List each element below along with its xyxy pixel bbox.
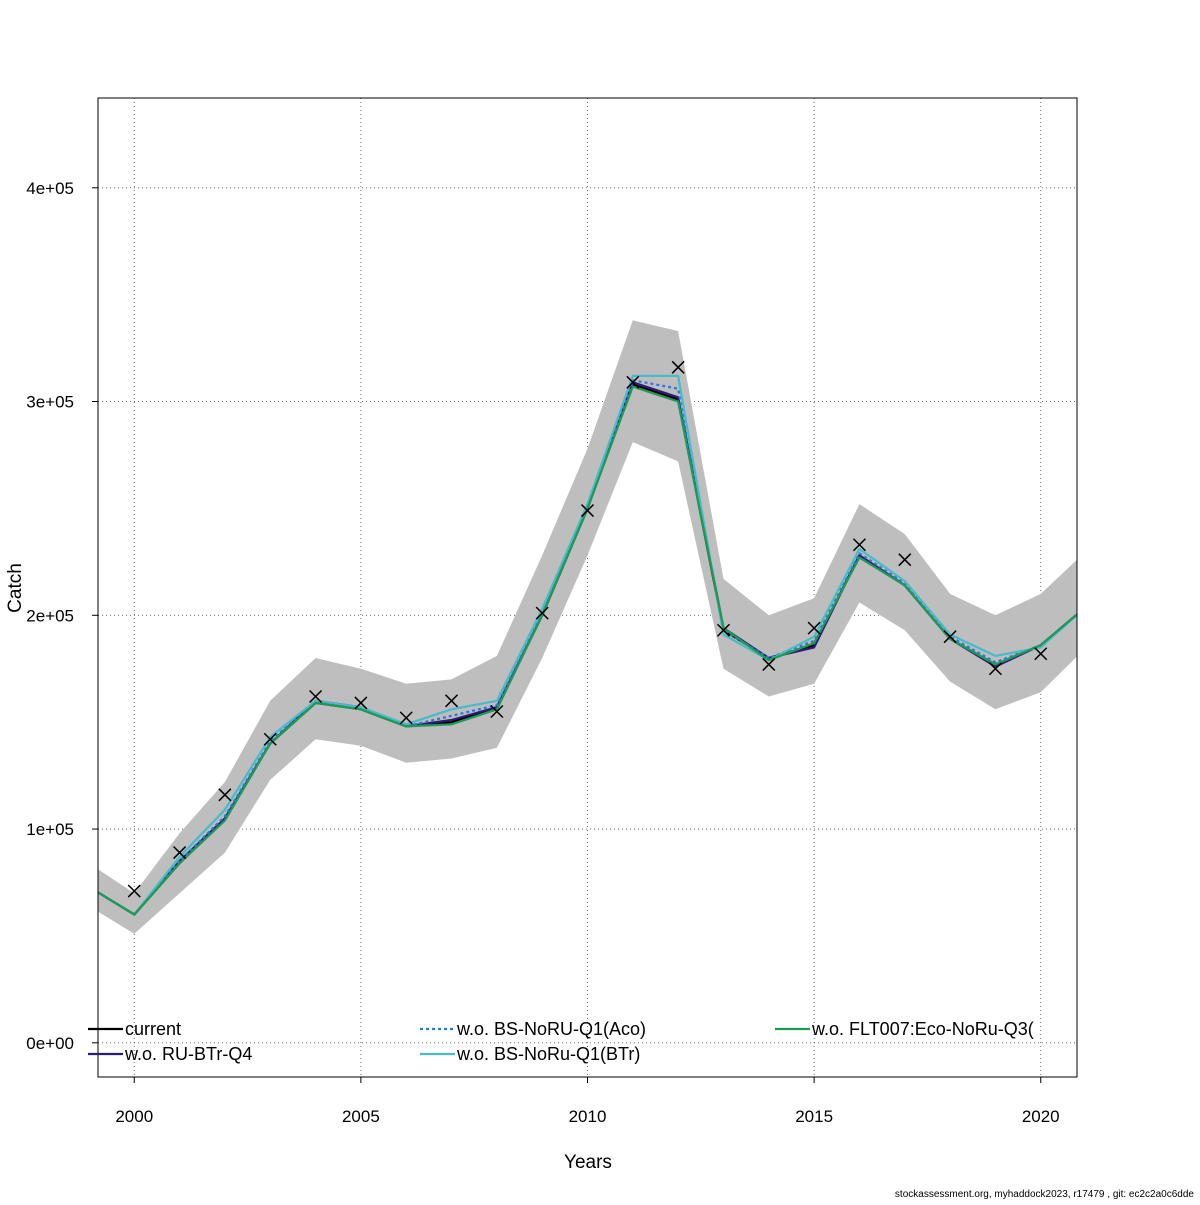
observed-marker: [263, 732, 277, 746]
legend-label: w.o. RU-BTr-Q4: [124, 1044, 252, 1064]
legend-label: current: [125, 1019, 181, 1039]
x-tick-label: 2000: [115, 1107, 153, 1126]
confidence-band: [98, 320, 1077, 934]
x-tick-label: 2005: [342, 1107, 380, 1126]
y-tick-label: 0e+00: [26, 1034, 74, 1053]
observed-marker: [127, 884, 141, 898]
observed-markers: [127, 360, 1048, 898]
y-axis: 0e+00 1e+05 2e+05 3e+05 4e+05: [26, 179, 98, 1053]
y-axis-title: Catch: [5, 563, 26, 613]
footer-credit: stockassessment.org, myhaddock2023, r174…: [895, 1189, 1195, 1200]
x-axis-title: Years: [564, 1152, 612, 1173]
series-lines: [98, 374, 1077, 916]
observed-marker: [762, 657, 776, 671]
legend-label: w.o. BS-NoRu-Q1(BTr): [456, 1044, 640, 1064]
observed-marker: [444, 694, 459, 708]
observed-marker: [807, 621, 821, 635]
observed-marker: [535, 606, 549, 620]
x-tick-label: 2015: [795, 1107, 833, 1126]
y-tick-label: 1e+05: [26, 820, 74, 839]
observed-marker: [173, 846, 187, 860]
x-tick-label: 2010: [569, 1107, 607, 1126]
observed-marker: [626, 375, 640, 389]
observed-marker: [580, 504, 595, 518]
confidence-band-area: [98, 320, 1077, 934]
observed-marker: [716, 623, 731, 637]
legend: current w.o. RU-BTr-Q4 w.o. BS-NoRU-Q1(Aco…: [88, 1019, 1034, 1064]
x-tick-label: 2020: [1022, 1107, 1060, 1126]
observed-marker: [218, 788, 232, 802]
legend-label: w.o. BS-NoRU-Q1(Aco): [456, 1019, 646, 1039]
series-line: [98, 374, 1077, 916]
observed-marker: [1034, 647, 1048, 661]
legend-label: w.o. FLT007:Eco-NoRu-Q3(: [811, 1019, 1034, 1039]
observed-marker: [988, 662, 1002, 676]
x-axis: 2000 2005 2010 2015 2020: [115, 1077, 1060, 1126]
observed-marker: [354, 696, 368, 710]
y-tick-label: 2e+05: [26, 606, 74, 625]
y-tick-label: 4e+05: [26, 179, 74, 198]
observed-marker: [490, 704, 504, 719]
y-tick-label: 3e+05: [26, 393, 74, 412]
observed-marker: [671, 360, 685, 374]
observed-marker: [309, 689, 323, 704]
observed-marker: [898, 553, 912, 567]
observed-marker: [399, 711, 413, 725]
observed-marker: [943, 630, 957, 644]
series-line: [98, 385, 1077, 916]
observed-marker: [852, 538, 866, 552]
